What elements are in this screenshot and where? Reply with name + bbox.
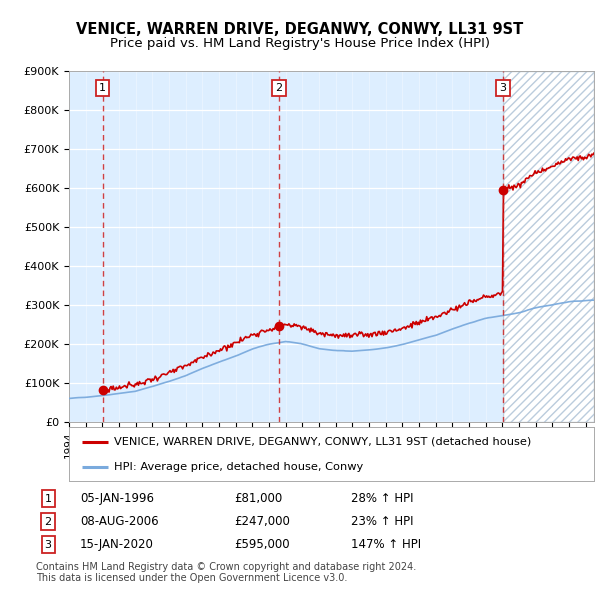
Text: £247,000: £247,000 — [235, 515, 290, 528]
Text: This data is licensed under the Open Government Licence v3.0.: This data is licensed under the Open Gov… — [36, 573, 347, 584]
Text: 3: 3 — [499, 83, 506, 93]
Text: VENICE, WARREN DRIVE, DEGANWY, CONWY, LL31 9ST (detached house): VENICE, WARREN DRIVE, DEGANWY, CONWY, LL… — [113, 437, 531, 447]
Text: 147% ↑ HPI: 147% ↑ HPI — [350, 538, 421, 551]
Text: 1: 1 — [44, 493, 52, 503]
Text: 2: 2 — [44, 517, 52, 526]
Text: HPI: Average price, detached house, Conwy: HPI: Average price, detached house, Conw… — [113, 462, 363, 472]
Text: Price paid vs. HM Land Registry's House Price Index (HPI): Price paid vs. HM Land Registry's House … — [110, 37, 490, 50]
Text: 15-JAN-2020: 15-JAN-2020 — [80, 538, 154, 551]
Text: 28% ↑ HPI: 28% ↑ HPI — [350, 492, 413, 505]
Bar — [503, 71, 594, 422]
Text: 3: 3 — [44, 540, 52, 550]
Text: 1: 1 — [99, 83, 106, 93]
Text: £81,000: £81,000 — [235, 492, 283, 505]
Text: 2: 2 — [275, 83, 283, 93]
Text: 05-JAN-1996: 05-JAN-1996 — [80, 492, 154, 505]
Text: 08-AUG-2006: 08-AUG-2006 — [80, 515, 159, 528]
Text: 23% ↑ HPI: 23% ↑ HPI — [350, 515, 413, 528]
Text: £595,000: £595,000 — [235, 538, 290, 551]
Text: Contains HM Land Registry data © Crown copyright and database right 2024.: Contains HM Land Registry data © Crown c… — [36, 562, 416, 572]
Text: VENICE, WARREN DRIVE, DEGANWY, CONWY, LL31 9ST: VENICE, WARREN DRIVE, DEGANWY, CONWY, LL… — [76, 22, 524, 37]
